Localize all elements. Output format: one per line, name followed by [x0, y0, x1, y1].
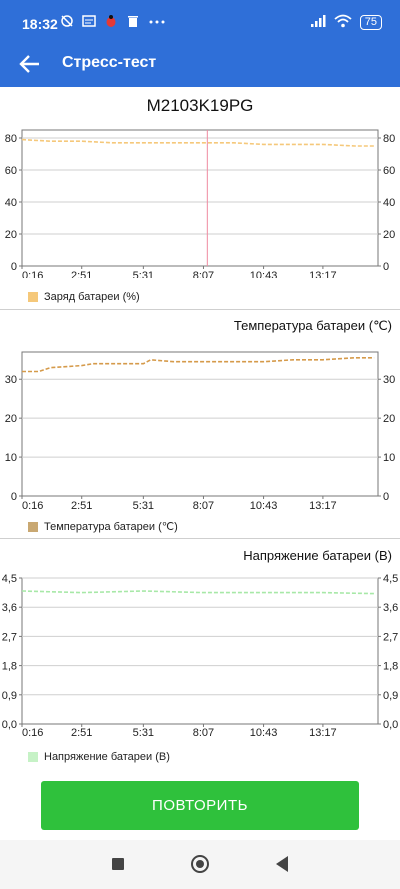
x-tick-label: 8:07 — [193, 500, 214, 510]
message-icon — [82, 14, 96, 31]
y-tick-label-right: 20 — [383, 229, 395, 241]
voltage-chart: 0,0 0,0 0,9 0,9 1,8 1,8 2,7 2,7 3,6 3,6 4,5 4,5 0:16… — [2, 573, 399, 739]
x-tick-label: 5:31 — [133, 727, 154, 739]
plot-frame — [21, 129, 379, 267]
x-tick-label: 2:51 — [71, 727, 92, 739]
nav-back-icon[interactable] — [276, 856, 288, 872]
y-tick-label-right: 0,9 — [383, 690, 398, 702]
status-bar: 18:32 75 — [0, 0, 400, 40]
y-tick-label-right: 10 — [383, 452, 395, 464]
y-tick-label-left: 20 — [5, 229, 17, 241]
notification-icons — [60, 14, 166, 31]
y-tick-label-left: 3,6 — [2, 602, 17, 614]
x-tick-label: 5:31 — [133, 500, 154, 510]
temperature-legend-label: Температура батареи (℃) — [44, 521, 178, 533]
app-bar: Стресс-тест — [0, 40, 400, 87]
y-tick-label-left: 20 — [5, 413, 17, 425]
x-tick-label: 0:16 — [22, 500, 43, 510]
home-icon[interactable] — [191, 855, 209, 873]
x-tick-label: 2:51 — [71, 270, 92, 278]
temperature-chart: 0 0 10 10 20 20 30 30 0:16 2:51 5:31 8:07 10:43 13:17 — [5, 351, 395, 510]
voltage-legend-swatch — [28, 752, 38, 762]
y-tick-label-left: 4,5 — [2, 573, 17, 585]
signal-icon — [310, 14, 326, 31]
x-tick-label: 10:43 — [250, 500, 278, 510]
plot-frame — [21, 351, 379, 497]
charge-legend-swatch — [28, 292, 38, 302]
x-tick-label: 0:16 — [22, 727, 43, 739]
y-tick-label-left: 10 — [5, 452, 17, 464]
y-tick-label-right: 2,7 — [383, 631, 398, 643]
alarm-off-icon — [60, 14, 74, 31]
voltage-chart-title: Напряжение батареи (В) — [243, 548, 392, 563]
y-tick-label-left: 80 — [5, 133, 17, 145]
series-line — [21, 590, 375, 595]
charge-chart: 0 0 20 20 40 40 60 60 80 80 0:16 2:51 5:31 8:07 10:43 1… — [5, 129, 395, 278]
voltage-legend: Напряжение батареи (В) — [28, 751, 170, 763]
y-tick-label-left: 0,0 — [2, 719, 17, 731]
temperature-legend: Температура батареи (℃) — [28, 520, 178, 533]
charge-legend: Заряд батареи (%) — [28, 291, 140, 303]
y-tick-label-right: 3,6 — [383, 602, 398, 614]
device-model-title: M2103K19PG — [146, 96, 254, 115]
y-tick-label-right: 30 — [383, 374, 395, 386]
y-tick-label-left: 40 — [5, 197, 17, 209]
y-tick-label-left: 0 — [11, 491, 17, 503]
wifi-icon — [334, 14, 352, 31]
navigation-bar — [0, 840, 400, 889]
x-tick-label: 5:31 — [133, 270, 154, 278]
y-tick-label-left: 1,8 — [2, 661, 17, 673]
series-line — [22, 356, 375, 373]
y-tick-label-left: 2,7 — [2, 631, 17, 643]
x-tick-label: 0:16 — [22, 270, 43, 278]
trash-icon — [126, 14, 140, 31]
battery-indicator: 75 — [359, 15, 382, 30]
divider — [0, 538, 400, 539]
page-title: Стресс-тест — [62, 54, 157, 71]
y-tick-label-right: 0 — [383, 261, 389, 273]
divider — [0, 309, 400, 310]
app-header: 18:32 75 — [0, 0, 400, 87]
bug-icon — [104, 14, 118, 31]
y-tick-label-right: 0 — [383, 491, 389, 503]
x-tick-label: 13:17 — [309, 500, 337, 510]
plot-frame — [21, 577, 379, 725]
system-icons: 75 — [310, 14, 382, 31]
x-tick-label: 10:43 — [250, 270, 278, 278]
temperature-chart-title: Температура батареи (℃) — [233, 318, 392, 333]
y-tick-label-right: 80 — [383, 133, 395, 145]
y-tick-label-left: 0 — [11, 261, 17, 273]
series-line — [21, 138, 375, 147]
charge-legend-label: Заряд батареи (%) — [44, 291, 140, 303]
y-tick-label-right: 60 — [383, 165, 395, 177]
status-time: 18:32 — [22, 16, 58, 32]
y-tick-label-right: 20 — [383, 413, 395, 425]
y-tick-label-left: 60 — [5, 165, 17, 177]
retry-button[interactable]: ПОВТОРИТЬ — [41, 781, 359, 830]
x-tick-label: 13:17 — [309, 727, 337, 739]
more-icon — [148, 14, 166, 31]
temperature-legend-swatch — [28, 521, 38, 532]
recent-apps-icon[interactable] — [112, 858, 124, 870]
voltage-legend-label: Напряжение батареи (В) — [44, 751, 170, 763]
y-tick-label-left: 30 — [5, 374, 17, 386]
y-tick-label-right: 4,5 — [383, 573, 398, 585]
y-tick-label-right: 1,8 — [383, 661, 398, 673]
y-tick-label-right: 0,0 — [383, 719, 398, 731]
x-tick-label: 8:07 — [193, 727, 214, 739]
x-tick-label: 10:43 — [250, 727, 278, 739]
x-tick-label: 8:07 — [193, 270, 214, 278]
back-arrow-icon[interactable] — [16, 50, 44, 78]
x-tick-label: 13:17 — [309, 270, 337, 278]
x-tick-label: 2:51 — [71, 500, 92, 510]
y-tick-label-left: 0,9 — [2, 690, 17, 702]
y-tick-label-right: 40 — [383, 197, 395, 209]
